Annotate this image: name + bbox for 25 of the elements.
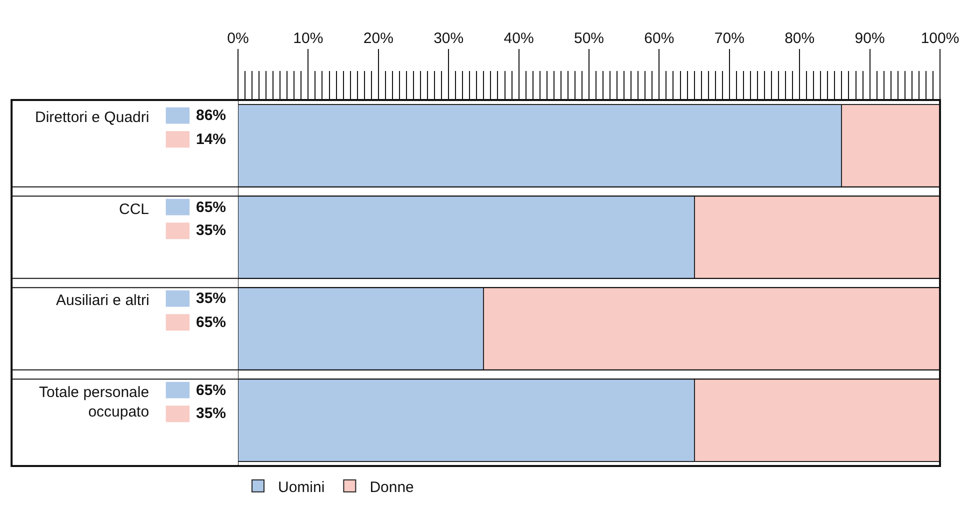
data-label: 35%: [196, 405, 226, 422]
legend-label: Uomini: [278, 478, 325, 496]
legend-label: Donne: [370, 478, 414, 496]
data-label: 65%: [196, 199, 226, 216]
x-tick-label: 60%: [644, 30, 674, 47]
x-tick-label: 10%: [293, 30, 324, 47]
x-tick-label: 0%: [227, 30, 249, 47]
x-tick-label: 30%: [434, 30, 464, 47]
data-label: 14%: [196, 131, 226, 148]
y-tick-label: CCL: [119, 201, 150, 218]
data-label: 65%: [196, 382, 226, 399]
x-tick-label: 50%: [574, 30, 604, 47]
data-label: 35%: [196, 222, 226, 239]
x-tick-label: 40%: [504, 30, 534, 47]
y-tick-label: Ausiliari e altri: [56, 292, 150, 309]
x-tick-label: 20%: [363, 30, 394, 47]
y-tick-label: Direttori e Quadri: [35, 109, 150, 126]
y-tick-label: Totale personale occupato: [39, 384, 150, 420]
data-label: 86%: [196, 107, 226, 124]
x-tick-label: 90%: [854, 30, 885, 47]
data-label: 65%: [196, 314, 226, 331]
data-label: 35%: [196, 290, 226, 307]
x-tick-label: 80%: [784, 30, 815, 47]
x-tick-label: 100%: [920, 30, 960, 47]
x-tick-label: 70%: [714, 30, 744, 47]
